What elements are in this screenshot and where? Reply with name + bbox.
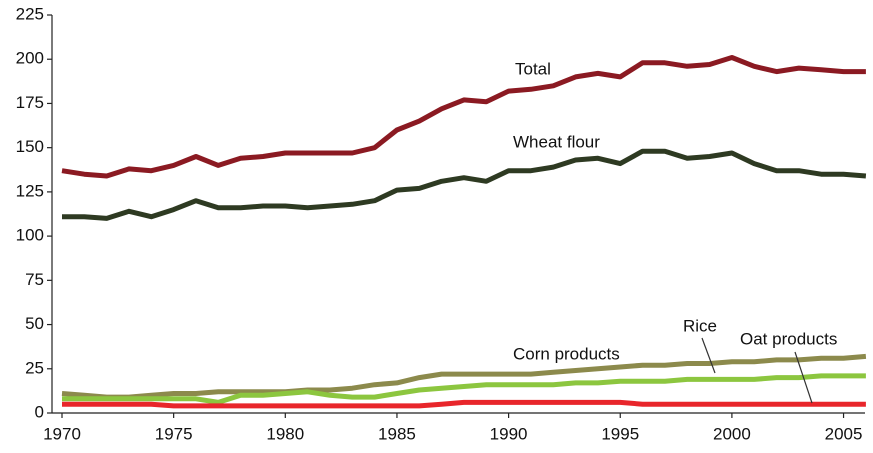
x-tick-label: 1995	[601, 424, 639, 443]
series-line	[62, 148, 867, 221]
y-tick-label: 150	[16, 137, 44, 156]
x-tick-label: 1970	[43, 424, 81, 443]
leader-line	[794, 351, 813, 404]
series-line	[61, 353, 867, 400]
series-label: Wheat flour	[513, 132, 600, 151]
series-line	[62, 373, 866, 405]
y-tick-label: 225	[16, 4, 44, 23]
leader-line	[701, 337, 716, 374]
x-tick-label: 2000	[713, 424, 751, 443]
series-label: Corn products	[513, 344, 620, 363]
x-tick-label: 1975	[155, 424, 193, 443]
y-tick-label: 175	[16, 93, 44, 112]
x-tick-label: 2005	[825, 424, 863, 443]
y-tick-label: 0	[35, 402, 44, 421]
series-line	[62, 399, 866, 409]
y-tick-label: 25	[25, 358, 44, 377]
x-tick-label: 1985	[378, 424, 416, 443]
x-tick-label: 1980	[266, 424, 304, 443]
y-tick-label: 100	[16, 226, 44, 245]
series-label: Rice	[683, 316, 717, 335]
y-tick-label: 75	[25, 270, 44, 289]
y-tick-label: 200	[16, 49, 44, 68]
series-label: Total	[515, 59, 551, 78]
y-tick-label: 125	[16, 181, 44, 200]
y-tick-label: 50	[25, 314, 44, 333]
series-label: Oat products	[740, 329, 837, 348]
series-line	[61, 55, 866, 179]
x-tick-label: 1990	[490, 424, 528, 443]
